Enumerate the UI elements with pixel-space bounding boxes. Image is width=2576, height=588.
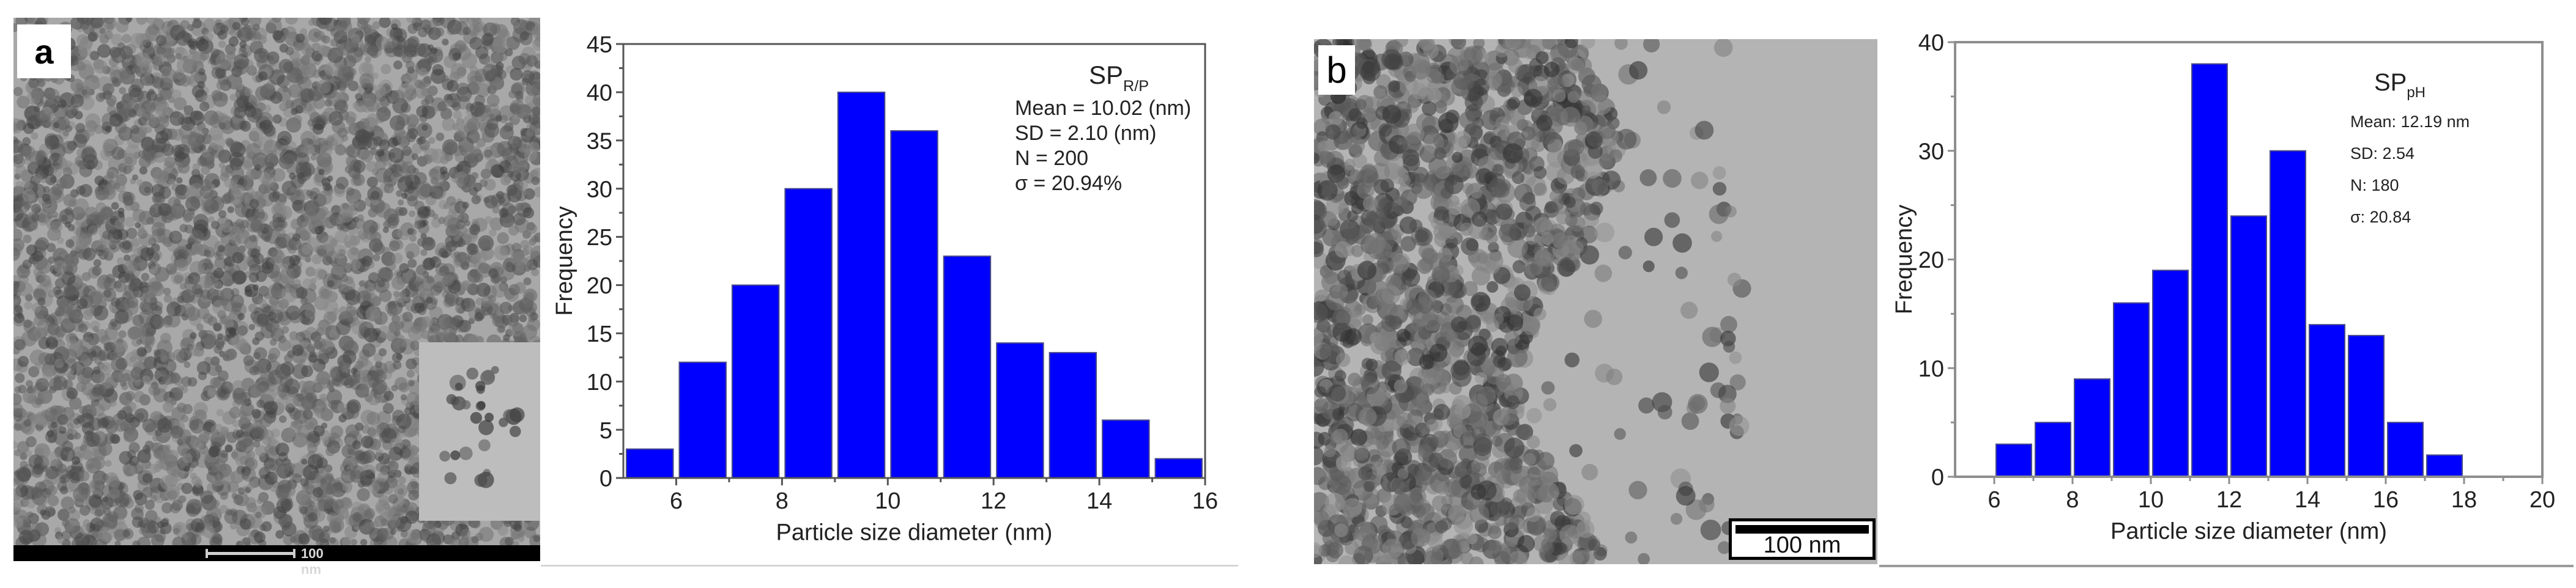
stat-annotation: Mean = 10.02 (nm) <box>1015 97 1191 120</box>
scale-bar-box-b: 100 nm <box>1729 518 1876 560</box>
x-tick-label: 12 <box>981 488 1006 514</box>
x-tick-label: 6 <box>1988 487 2000 513</box>
histogram-bar <box>2114 303 2149 477</box>
x-tick-label: 14 <box>1086 488 1112 514</box>
x-axis-label: Particle size diameter (nm) <box>2110 518 2387 544</box>
histogram-bar <box>626 449 673 478</box>
stat-annotation: N: 180 <box>2350 176 2399 194</box>
stat-annotation: SD: 2.54 <box>2350 144 2415 163</box>
x-tick-label: 8 <box>2066 487 2079 513</box>
histogram-a: 0 5 10 15 20 25 30 35 40 45 6 8 10 12 14 16 Particle siz… <box>0 0 1285 588</box>
histogram-bar <box>2270 151 2306 477</box>
histogram-bar <box>2035 422 2071 477</box>
x-tick-label: 6 <box>670 488 683 514</box>
x-tick-label: 10 <box>2138 487 2164 513</box>
histogram-bar <box>2153 270 2188 477</box>
y-tick-label: 5 <box>599 418 612 444</box>
histogram-b: 0 10 20 30 40 6 8 10 12 14 16 18 20 Particle size dia… <box>1860 0 2576 588</box>
histogram-bar <box>1156 458 1202 478</box>
x-axis-label: Particle size diameter (nm) <box>776 520 1053 545</box>
x-tick-label: 20 <box>2530 487 2555 513</box>
x-tick-label: 18 <box>2451 487 2477 513</box>
histogram-bar <box>944 256 990 478</box>
histogram-bar <box>891 131 937 478</box>
stat-annotation: SD = 2.10 (nm) <box>1015 122 1156 145</box>
histogram-bar <box>2427 455 2462 477</box>
y-tick-label: 25 <box>587 225 612 251</box>
histogram-bar <box>1050 353 1096 478</box>
histogram-bar <box>2074 379 2110 477</box>
stat-annotation: σ: 20.84 <box>2350 208 2411 226</box>
histogram-bar <box>785 189 831 478</box>
histogram-a-svg: 0 5 10 15 20 25 30 35 40 45 6 8 10 12 14 16 Particle siz… <box>0 0 1285 585</box>
bars <box>626 92 1202 478</box>
x-tick-label: 10 <box>875 488 900 514</box>
y-axis-label: Frequency <box>1891 205 1917 315</box>
y-axis-label: Frequency <box>552 206 577 316</box>
tem-micrograph-b <box>1314 39 1877 564</box>
histogram-bar <box>2192 64 2227 477</box>
histogram-bar <box>2309 325 2345 477</box>
stat-annotation: N = 200 <box>1015 147 1088 170</box>
scale-bar-label-b: 100 nm <box>1732 532 1873 559</box>
y-tick-label: 15 <box>587 322 612 347</box>
chart-title: SPpH <box>2374 69 2426 101</box>
stat-annotation: Mean: 12.19 nm <box>2350 112 2470 131</box>
y-tick-label: 40 <box>587 81 612 106</box>
y-tick-label: 30 <box>587 177 612 202</box>
chart-title: SPR/P <box>1089 61 1149 95</box>
histogram-bar <box>2348 336 2384 477</box>
divider-line-a <box>541 565 1238 567</box>
y-tick-label: 45 <box>587 32 612 58</box>
histogram-b-svg: 0 10 20 30 40 6 8 10 12 14 16 18 20 Particle size dia… <box>1860 0 2576 585</box>
histogram-bar <box>838 92 885 478</box>
histogram-bar <box>2388 422 2423 477</box>
y-tick-label: 35 <box>587 128 612 154</box>
histogram-bar <box>679 362 726 478</box>
y-tick-label: 10 <box>587 370 612 395</box>
y-tick-label: 0 <box>599 466 612 492</box>
x-tick-label: 12 <box>2216 487 2242 513</box>
y-tick-label: 20 <box>587 273 612 299</box>
stat-annotation: σ = 20.94% <box>1015 172 1122 195</box>
histogram-bar <box>1102 420 1149 478</box>
y-tick-label: 10 <box>1918 356 1944 382</box>
histogram-bar <box>997 343 1043 478</box>
y-tick-label: 40 <box>1918 31 1944 56</box>
x-tick-label: 16 <box>1192 488 1218 514</box>
y-tick-label: 0 <box>1931 465 1944 491</box>
y-tick-label: 30 <box>1918 139 1944 164</box>
y-tick-label: 20 <box>1918 248 1944 273</box>
divider-line-b <box>1879 565 2574 567</box>
tem-image-b <box>1314 39 1877 564</box>
x-tick-label: 14 <box>2295 487 2320 513</box>
x-tick-label: 8 <box>776 488 789 514</box>
histogram-bar <box>732 285 779 478</box>
x-tick-label: 16 <box>2373 487 2399 513</box>
panel-label-b: b <box>1318 45 1355 95</box>
histogram-bar <box>2231 216 2266 477</box>
particle-texture <box>1314 39 1751 564</box>
histogram-bar <box>1996 444 2032 477</box>
